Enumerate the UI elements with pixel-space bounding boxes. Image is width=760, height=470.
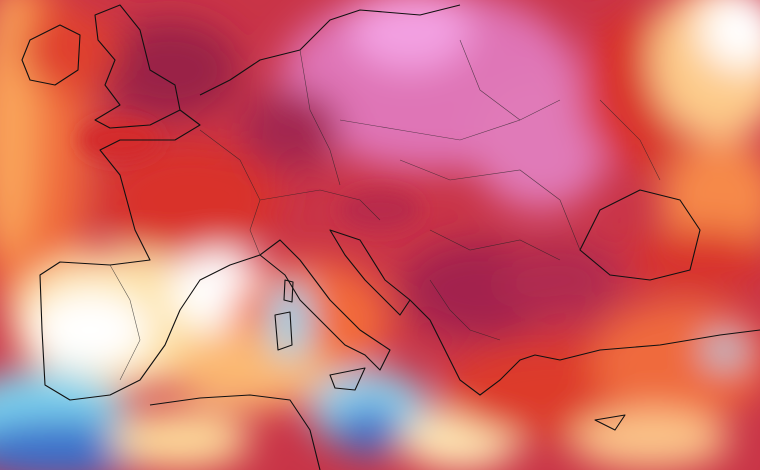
- coastline: [39, 109, 261, 401]
- coastline: [259, 239, 391, 371]
- border: [429, 229, 561, 261]
- coastline: [329, 229, 411, 316]
- coastline: [329, 367, 366, 391]
- border: [109, 264, 141, 381]
- border: [429, 279, 501, 341]
- border: [299, 49, 341, 186]
- coastlines: [21, 4, 760, 470]
- borders: [109, 39, 661, 381]
- coastline: [199, 4, 461, 96]
- border: [599, 99, 661, 181]
- border: [459, 39, 521, 121]
- coastline: [579, 189, 701, 281]
- coastline: [149, 394, 321, 470]
- coastline: [274, 311, 293, 351]
- border: [399, 159, 581, 251]
- coastline: [594, 414, 626, 431]
- border: [259, 189, 381, 221]
- border: [339, 99, 561, 141]
- coastline: [283, 279, 294, 303]
- coastline: [409, 299, 760, 396]
- coastline: [21, 24, 81, 86]
- coastline: [94, 4, 181, 129]
